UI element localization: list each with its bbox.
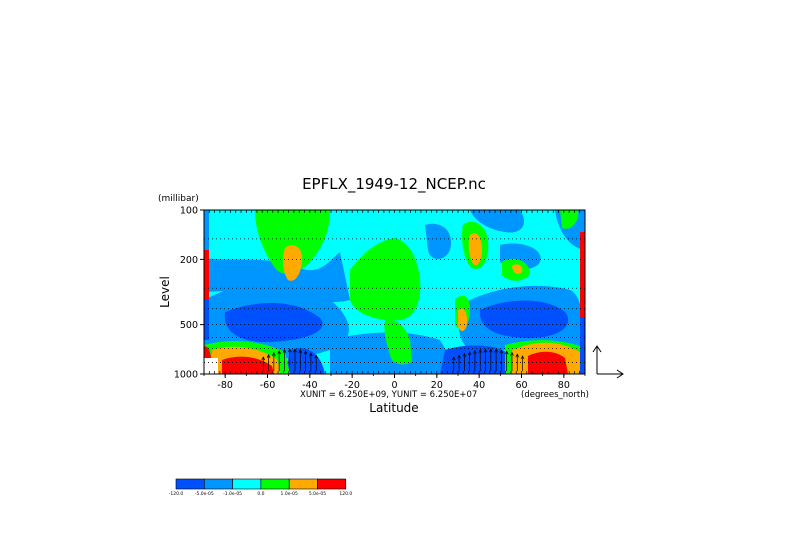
missing-data <box>204 358 218 374</box>
contour-positive-strong <box>528 351 568 374</box>
flux-arrowhead <box>510 351 514 356</box>
flux-arrowhead <box>282 348 287 353</box>
contour-positive-medium <box>468 233 482 266</box>
x-tick-label: 20 <box>431 380 443 391</box>
contour-edge-left <box>204 210 209 250</box>
flux-arrowhead <box>314 354 318 359</box>
contour-edge-left <box>204 300 209 340</box>
vector-units-label: XUNIT = 6.250E+09, YUNIT = 6.250E+07 <box>300 390 477 400</box>
x-tick-label: 40 <box>473 380 485 391</box>
colorbar-label: -120.0 <box>169 491 184 497</box>
contour-negative-weak <box>425 223 451 259</box>
reference-vector <box>592 345 624 379</box>
x-tick-label: -60 <box>260 380 276 391</box>
colorbar: -120.0 -5.0e-05 -1.0e-05 0.0 1.0e-05 5.0e-05 1… <box>169 478 352 497</box>
colorbar-swatch <box>260 478 290 490</box>
contour-edge-left <box>204 250 209 300</box>
colorbar-swatch <box>175 478 205 490</box>
x-units-label: (degrees_north) <box>521 390 589 400</box>
colorbar-label: 0.0 <box>257 491 264 497</box>
flux-arrowhead <box>515 353 520 358</box>
flux-arrowhead <box>287 348 292 353</box>
contour-edge-right <box>580 232 585 317</box>
flux-arrowhead <box>494 348 498 353</box>
x-tick-label: -40 <box>302 380 318 391</box>
contour-positive-weak <box>560 210 579 229</box>
y-tick-label: 200 <box>180 255 198 266</box>
flux-arrowhead <box>303 350 308 355</box>
y-tick-label: 1000 <box>174 370 198 381</box>
contour-edge-right <box>580 317 585 374</box>
y-tick-label: 100 <box>180 206 198 217</box>
colorbar-label: 120.0 <box>339 491 352 497</box>
flux-arrowhead <box>478 348 483 353</box>
x-tick-label: 80 <box>558 380 570 391</box>
colorbar-swatch <box>317 478 347 490</box>
flux-arrowhead <box>457 354 461 359</box>
colorbar-label: -1.0e-05 <box>223 491 242 497</box>
x-tick-label: -80 <box>217 380 233 391</box>
flux-arrowhead <box>462 352 467 357</box>
y-axis-label: Level <box>158 276 172 308</box>
y-units-label: (millibar) <box>158 194 199 204</box>
flux-arrowhead <box>451 356 456 361</box>
colorbar-label: 5.0e-05 <box>309 491 326 497</box>
flux-arrowhead <box>483 348 488 353</box>
flux-arrowhead <box>473 349 477 354</box>
flux-arrowhead <box>293 348 297 353</box>
contour-positive-medium <box>283 245 302 281</box>
contour-negative-strong <box>479 300 569 338</box>
contour-negative-strong <box>224 302 323 343</box>
flux-arrowhead <box>277 350 281 355</box>
x-tick-label: -20 <box>344 380 360 391</box>
colorbar-swatch <box>204 478 233 490</box>
flux-arrowhead <box>499 349 504 354</box>
contour-positive-strong <box>222 356 274 374</box>
flux-arrowhead <box>298 349 303 354</box>
contour-positive-weak <box>384 319 412 365</box>
chart-title: EPFLX_1949-12_NCEP.nc <box>302 175 486 194</box>
x-axis: -80 -60 -40 -20 0 20 40 60 80 <box>203 374 586 391</box>
contour-positive-medium <box>458 308 468 332</box>
flux-arrowhead <box>520 355 525 360</box>
contour-negative-weak <box>470 210 525 233</box>
flux-arrowhead <box>504 350 509 355</box>
contour-positive-weak <box>350 238 421 321</box>
y-axis: 100 200 500 1000 <box>174 206 204 381</box>
contour-positive-medium <box>512 264 523 274</box>
flux-arrowhead <box>266 354 271 358</box>
contour-edge-right <box>580 210 585 232</box>
colorbar-swatch <box>232 478 262 490</box>
flux-arrowhead <box>272 351 276 356</box>
colorbar-swatch <box>288 478 318 490</box>
x-axis-label: Latitude <box>369 401 418 415</box>
flux-arrowhead <box>467 351 472 356</box>
flux-arrowhead <box>309 352 313 357</box>
y-tick-label: 500 <box>180 320 198 331</box>
flux-arrowhead <box>261 356 266 361</box>
flux-arrowhead <box>488 348 493 353</box>
x-tick-label: 0 <box>391 380 397 391</box>
x-tick-label: 60 <box>515 380 527 391</box>
plot-area <box>204 210 585 374</box>
colorbar-label: 1.0e-05 <box>281 491 298 497</box>
contour-positive-weak <box>255 210 330 275</box>
colorbar-label: -5.0e-05 <box>195 491 214 497</box>
